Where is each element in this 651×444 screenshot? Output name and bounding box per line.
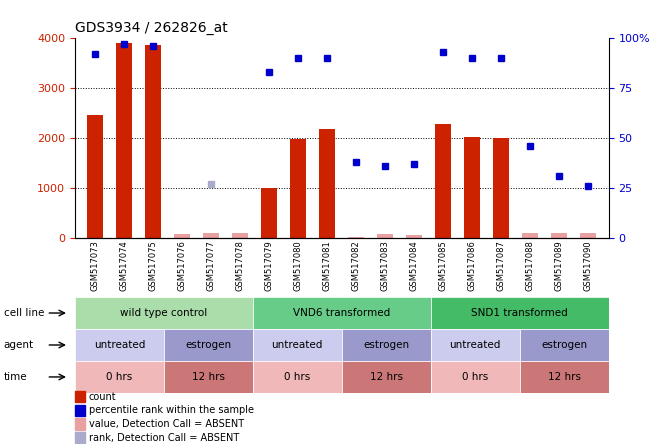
Bar bbox=[551, 233, 567, 238]
Bar bbox=[232, 233, 248, 238]
Bar bbox=[581, 233, 596, 238]
Bar bbox=[522, 233, 538, 238]
Text: agent: agent bbox=[4, 340, 34, 350]
Bar bbox=[75, 432, 85, 444]
Bar bbox=[348, 237, 365, 238]
Text: untreated: untreated bbox=[450, 340, 501, 350]
Bar bbox=[75, 418, 85, 430]
Bar bbox=[290, 139, 306, 238]
Bar bbox=[261, 188, 277, 238]
Text: SND1 transformed: SND1 transformed bbox=[471, 308, 568, 318]
Text: GDS3934 / 262826_at: GDS3934 / 262826_at bbox=[75, 21, 228, 36]
Text: 0 hrs: 0 hrs bbox=[284, 372, 311, 382]
Text: time: time bbox=[4, 372, 27, 382]
Bar bbox=[378, 234, 393, 238]
Text: cell line: cell line bbox=[4, 308, 44, 318]
Bar bbox=[75, 391, 85, 402]
Bar bbox=[406, 234, 422, 238]
Bar bbox=[464, 137, 480, 238]
Text: wild type control: wild type control bbox=[120, 308, 208, 318]
Bar bbox=[174, 234, 190, 238]
Bar bbox=[319, 129, 335, 238]
Text: 0 hrs: 0 hrs bbox=[462, 372, 488, 382]
Bar bbox=[493, 138, 509, 238]
Text: estrogen: estrogen bbox=[186, 340, 231, 350]
Text: 12 hrs: 12 hrs bbox=[547, 372, 581, 382]
Text: value, Detection Call = ABSENT: value, Detection Call = ABSENT bbox=[89, 419, 244, 429]
Text: estrogen: estrogen bbox=[541, 340, 587, 350]
Text: untreated: untreated bbox=[94, 340, 145, 350]
Text: 12 hrs: 12 hrs bbox=[192, 372, 225, 382]
Bar bbox=[145, 45, 161, 238]
Text: 12 hrs: 12 hrs bbox=[370, 372, 403, 382]
Text: percentile rank within the sample: percentile rank within the sample bbox=[89, 405, 254, 415]
Bar bbox=[87, 115, 103, 238]
Bar bbox=[203, 233, 219, 238]
Text: VND6 transformed: VND6 transformed bbox=[293, 308, 391, 318]
Text: untreated: untreated bbox=[271, 340, 323, 350]
Text: rank, Detection Call = ABSENT: rank, Detection Call = ABSENT bbox=[89, 433, 239, 443]
Text: count: count bbox=[89, 392, 117, 401]
Bar bbox=[117, 43, 132, 238]
Text: 0 hrs: 0 hrs bbox=[106, 372, 132, 382]
Bar bbox=[436, 124, 451, 238]
Text: estrogen: estrogen bbox=[363, 340, 409, 350]
Bar bbox=[75, 404, 85, 416]
